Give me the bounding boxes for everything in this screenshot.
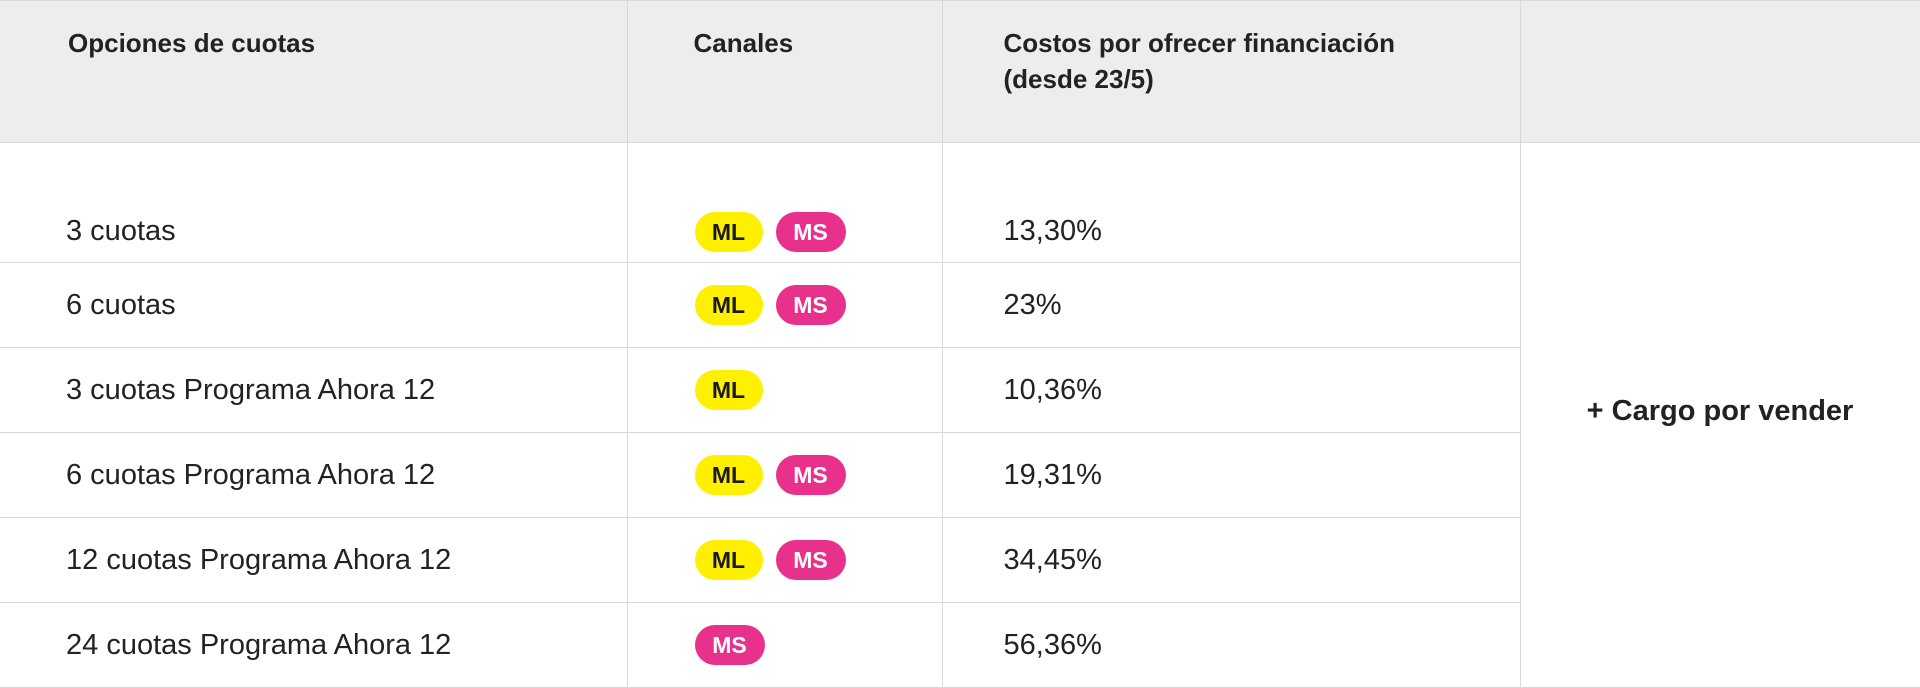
option-cell: 24 cuotas Programa Ahora 12	[0, 602, 628, 688]
table-row: 6 cuotas ML MS 23%	[0, 262, 1920, 348]
header-channels: Canales	[626, 0, 942, 143]
header-options: Opciones de cuotas	[0, 0, 627, 143]
channels-cell: MS	[626, 602, 943, 688]
ms-badge: MS	[775, 455, 846, 495]
header-costs-line2: (desde 23/5)	[1003, 64, 1154, 94]
header-costs: Costos por ofrecer financiación (desde 2…	[941, 0, 1520, 143]
channels-cell: ML MS	[626, 262, 943, 348]
extra-charge-cell: + Cargo por vender	[1519, 142, 1920, 688]
cost-cell: 10,36%	[941, 347, 1521, 433]
ml-badge: ML	[694, 211, 763, 252]
ms-badge: MS	[775, 211, 846, 252]
cost-cell: 23%	[941, 262, 1521, 348]
cost-cell: 13,30%	[941, 142, 1521, 263]
table-row: 6 cuotas Programa Ahora 12 ML MS 19,31%	[0, 432, 1920, 518]
header-empty	[1519, 0, 1920, 143]
ml-badge: ML	[694, 285, 763, 325]
cost-cell: 56,36%	[941, 602, 1521, 688]
channels-cell: ML MS	[626, 432, 943, 518]
option-cell: 12 cuotas Programa Ahora 12	[0, 517, 628, 603]
table-row: 3 cuotas Programa Ahora 12 ML 10,36%	[0, 347, 1920, 433]
ml-badge: ML	[694, 370, 763, 410]
table-row: 12 cuotas Programa Ahora 12 ML MS 34,45%	[0, 517, 1920, 603]
ml-badge: ML	[694, 540, 763, 580]
header-costs-line1: Costos por ofrecer financiación	[1003, 28, 1396, 58]
table-row: 3 cuotas ML MS 13,30% + Cargo por vender	[0, 142, 1920, 688]
cost-cell: 19,31%	[941, 432, 1521, 518]
channels-cell: ML	[626, 347, 943, 433]
option-cell: 3 cuotas	[0, 142, 628, 263]
option-cell: 6 cuotas Programa Ahora 12	[0, 432, 628, 518]
ml-badge: ML	[694, 455, 763, 495]
ms-badge: MS	[694, 625, 765, 665]
header-row: Opciones de cuotas Canales Costos por of…	[0, 0, 1920, 143]
channels-cell: ML MS	[626, 142, 943, 263]
option-cell: 6 cuotas	[0, 262, 628, 348]
option-cell: 3 cuotas Programa Ahora 12	[0, 347, 628, 433]
cost-cell: 34,45%	[941, 517, 1521, 603]
ms-badge: MS	[775, 540, 846, 580]
channels-cell: ML MS	[626, 517, 943, 603]
ms-badge: MS	[775, 285, 846, 325]
